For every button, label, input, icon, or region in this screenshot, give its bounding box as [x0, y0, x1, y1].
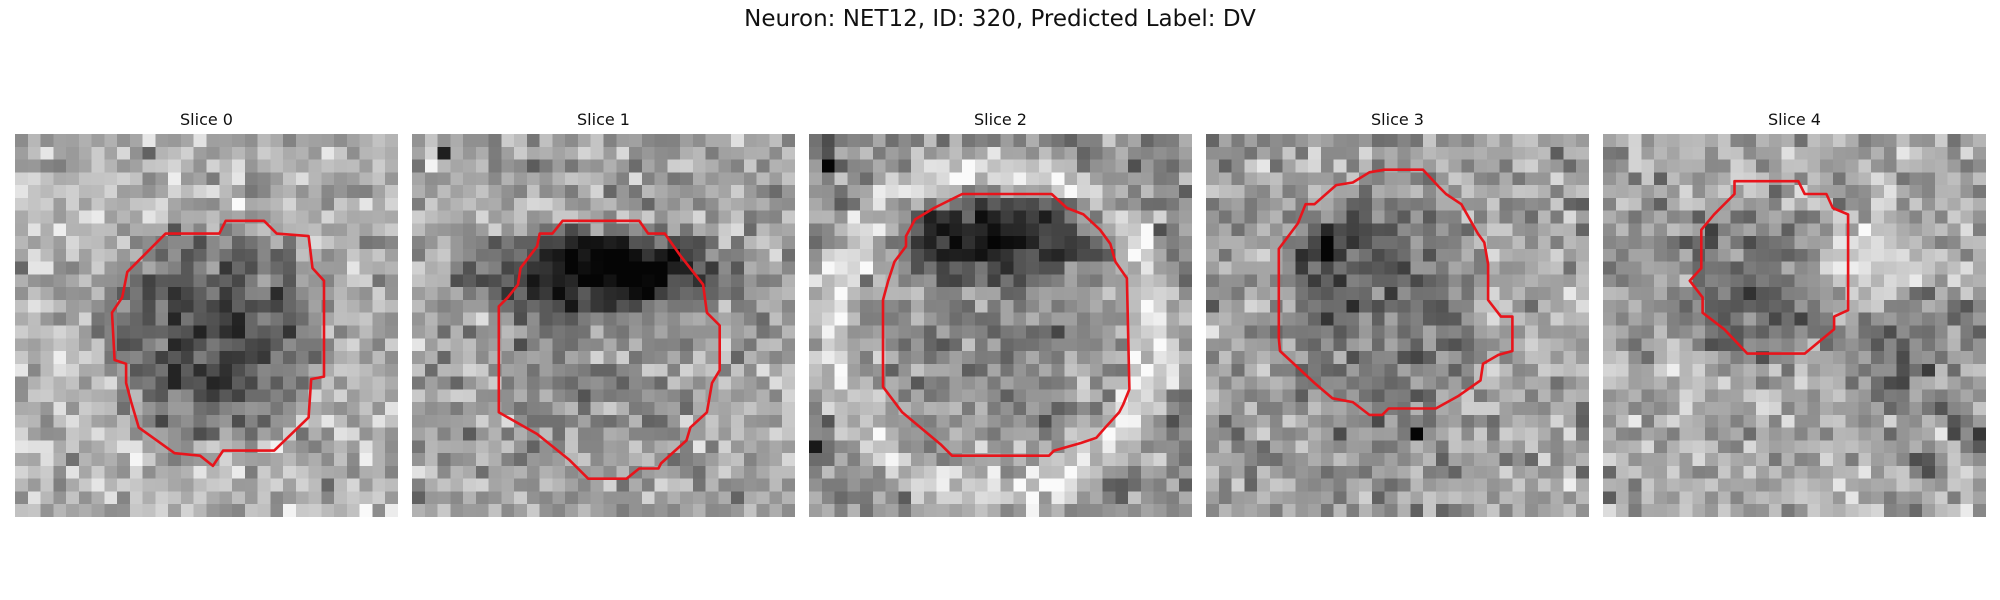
slice-pixels-0	[15, 134, 398, 517]
slice-image-0	[15, 134, 398, 517]
slice-pixels-2	[809, 134, 1192, 517]
cell-contour-1	[497, 219, 722, 481]
slice-image-svg-4	[1603, 134, 1986, 517]
slice-pixels-3	[1206, 134, 1589, 517]
slice-image-svg-3	[1206, 134, 1589, 517]
slice-image-svg-0	[15, 134, 398, 517]
figure-title: Neuron: NET12, ID: 320, Predicted Label:…	[744, 6, 1256, 32]
slice-title-0: Slice 0	[180, 110, 233, 129]
cell-contour-4	[1688, 179, 1850, 355]
cell-contour-2	[881, 192, 1131, 458]
slice-image-svg-1	[412, 134, 795, 517]
slice-pixels-1	[412, 134, 795, 517]
slice-image-1	[412, 134, 795, 517]
cell-contour-3	[1277, 168, 1514, 417]
slice-title-3: Slice 3	[1371, 110, 1424, 129]
slice-title-2: Slice 2	[974, 110, 1027, 129]
slice-image-4	[1603, 134, 1986, 517]
slice-image-svg-2	[809, 134, 1192, 517]
slice-pixels-4	[1603, 134, 1986, 517]
slice-image-2	[809, 134, 1192, 517]
slice-title-1: Slice 1	[577, 110, 630, 129]
cell-contour-0	[110, 219, 326, 468]
slice-title-4: Slice 4	[1768, 110, 1821, 129]
slice-image-3	[1206, 134, 1589, 517]
